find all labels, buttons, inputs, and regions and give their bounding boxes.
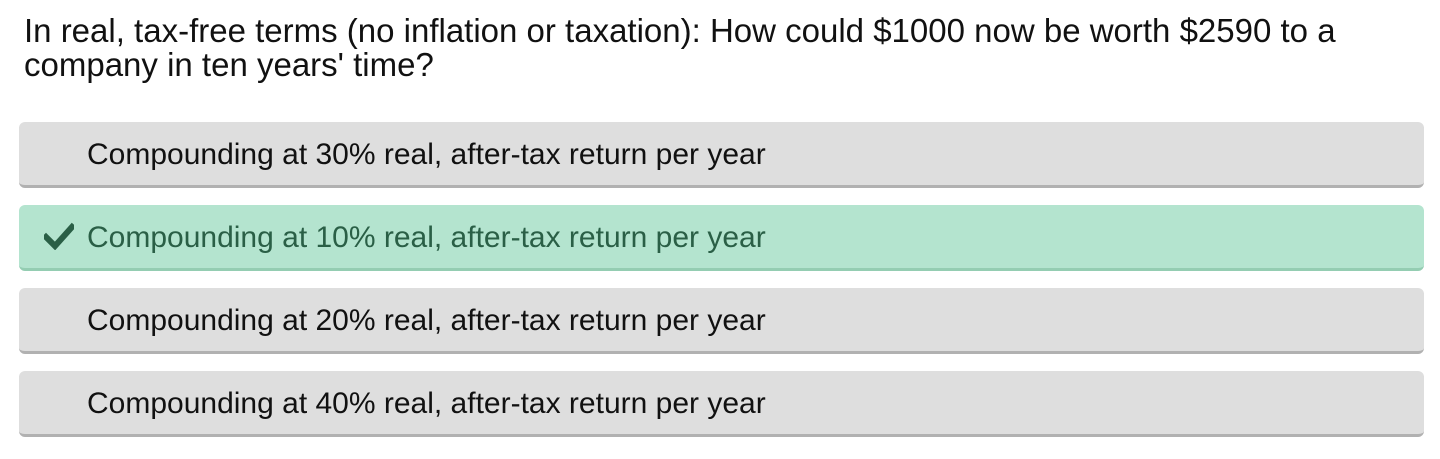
answer-option-3[interactable]: Compounding at 20% real, after-tax retur… — [19, 288, 1424, 354]
answer-option-label: Compounding at 30% real, after-tax retur… — [87, 138, 766, 171]
answer-option-label: Compounding at 20% real, after-tax retur… — [87, 304, 766, 337]
answer-options: Compounding at 30% real, after-tax retur… — [19, 122, 1424, 454]
answer-option-label: Compounding at 40% real, after-tax retur… — [87, 387, 766, 420]
answer-option-label: Compounding at 10% real, after-tax retur… — [87, 221, 766, 254]
answer-option-2[interactable]: Compounding at 10% real, after-tax retur… — [19, 205, 1424, 271]
question-text: In real, tax-free terms (no inflation or… — [24, 12, 1336, 83]
answer-option-4[interactable]: Compounding at 40% real, after-tax retur… — [19, 371, 1424, 437]
check-icon — [44, 222, 74, 250]
answer-option-1[interactable]: Compounding at 30% real, after-tax retur… — [19, 122, 1424, 188]
